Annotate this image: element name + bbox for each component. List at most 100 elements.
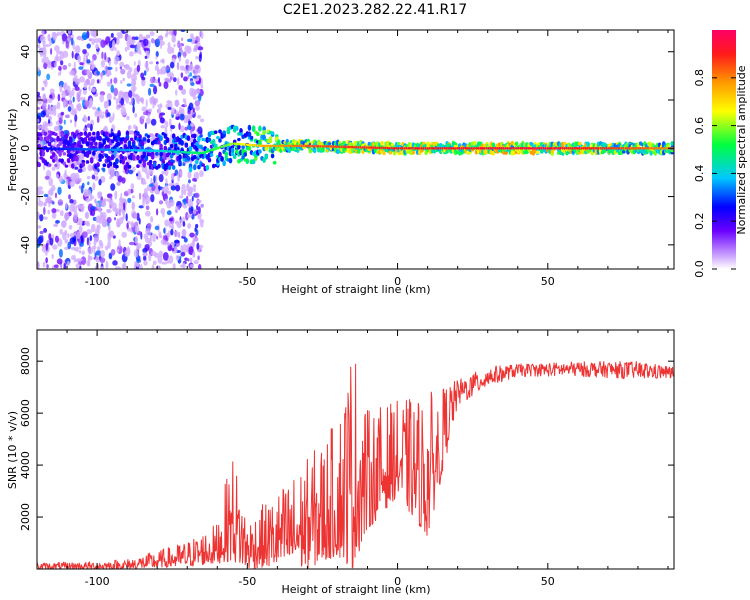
snr-y-tick-label: 8000 — [19, 347, 32, 375]
spectrogram-scatter-point — [91, 245, 97, 250]
snr-x-label: Height of straight line (km) — [281, 583, 430, 596]
spectrogram-band-point — [218, 151, 222, 157]
spectrogram-band-point — [142, 161, 147, 168]
spectrogram-band-point — [136, 164, 140, 168]
spectrogram-scatter-point — [67, 105, 72, 112]
spectrogram-band-point — [85, 153, 90, 158]
spectrogram-scatter-point — [179, 125, 185, 133]
spectrogram-scatter-point — [84, 211, 90, 220]
spectrogram-scatter-point — [120, 68, 126, 75]
spectrogram-scatter-point — [87, 247, 94, 255]
spectrogram-scatter-point — [173, 77, 177, 83]
spectrogram-scatter-point — [141, 97, 144, 105]
spectrogram-scatter-point — [73, 172, 80, 181]
spectrogram-band-point — [98, 135, 102, 142]
spectrogram-scatter-point — [106, 216, 112, 224]
spectrogram-band-point — [73, 141, 77, 146]
spectrogram-scatter-point — [167, 230, 171, 237]
snr-frame — [36, 329, 675, 570]
spectrogram-band-point — [64, 133, 69, 140]
spectrogram-band-point — [247, 132, 252, 138]
spectrogram-scatter-point — [186, 46, 192, 54]
spectrogram-scatter-point — [59, 60, 64, 66]
spectrogram-band-point — [264, 146, 269, 151]
spectrogram-scatter-point — [96, 79, 100, 84]
spectrogram-scatter-point — [178, 56, 182, 63]
spectrogram-band-point — [169, 153, 174, 159]
spectrogram-band-point — [216, 136, 220, 140]
spectrogram-scatter-point — [175, 184, 181, 192]
spectrogram-scatter-point — [130, 96, 134, 105]
spectrogram-band-point — [213, 130, 218, 134]
spectrogram-scatter-point — [174, 220, 180, 225]
spectrogram-band-point — [504, 151, 508, 155]
spectrogram-band-point — [85, 160, 90, 164]
spectrogram-scatter-point — [88, 38, 92, 42]
spectrogram-scatter-point — [196, 242, 200, 250]
spectrogram-band-point — [146, 138, 151, 144]
spectrogram-scatter-point — [187, 170, 192, 179]
spectrogram-scatter-point — [67, 30, 72, 35]
spectrogram-scatter-point — [148, 183, 154, 188]
spectrogram-band-point — [110, 132, 115, 137]
spectrogram-scatter-point — [62, 99, 67, 109]
spectrogram-scatter-point — [110, 84, 115, 93]
spectrogram-band-point — [125, 134, 130, 139]
spectrogram-scatter-point — [53, 223, 58, 227]
spectrogram-scatter-point — [37, 97, 43, 105]
spectrogram-scatter-point — [37, 225, 42, 229]
spectrogram-band-point — [256, 131, 260, 137]
spectrogram-scatter-point — [157, 35, 164, 41]
spectrogram-scatter-point — [168, 199, 175, 207]
spectrogram-scatter-point — [37, 67, 40, 72]
spectrogram-scatter-point — [181, 187, 184, 196]
spectrogram-scatter-point — [89, 235, 93, 242]
spectrogram-scatter-point — [189, 63, 194, 72]
spectrogram-scatter-point — [69, 90, 73, 99]
spectrogram-scatter-point — [86, 43, 91, 49]
spectrogram-scatter-point — [150, 194, 155, 203]
spectrogram-scatter-point — [152, 98, 157, 106]
spectrogram-band-point — [106, 144, 111, 149]
spectrogram-scatter-point — [190, 36, 196, 45]
spectrogram-scatter-point — [179, 113, 185, 121]
spectrogram-x-tick-label: -50 — [238, 275, 256, 288]
spectrogram-band-point — [58, 150, 62, 157]
spectrogram-scatter-point — [69, 119, 73, 124]
spectrogram-scatter-point — [96, 116, 100, 124]
spectrogram-scatter-point — [158, 250, 163, 258]
snr-marks — [37, 361, 674, 569]
spectrogram-scatter-point — [170, 124, 176, 130]
spectrogram-scatter-point — [150, 37, 155, 44]
spectrogram-scatter-point — [121, 216, 125, 221]
spectrogram-scatter-point — [174, 109, 177, 114]
spectrogram-scatter-point — [163, 227, 166, 234]
spectrogram-scatter-point — [43, 193, 49, 198]
spectrogram-band-point — [622, 150, 626, 154]
spectrogram-scatter-point — [88, 85, 91, 91]
spectrogram-scatter-point — [69, 237, 76, 245]
spectrogram-scatter-point — [105, 198, 112, 202]
spectrogram-band-point — [247, 124, 252, 131]
spectrogram-scatter-point — [113, 96, 117, 101]
spectrogram-scatter-point — [91, 106, 97, 110]
spectrogram-scatter-point — [98, 178, 102, 186]
spectrogram-scatter-point — [74, 45, 81, 54]
spectrogram-y-tick-label: 40 — [19, 45, 32, 59]
spectrogram-scatter-point — [77, 204, 84, 210]
spectrogram-band-point — [230, 145, 235, 149]
spectrogram-band-point — [43, 131, 48, 136]
spectrogram-band-point — [89, 141, 94, 146]
spectrogram-scatter-point — [181, 37, 184, 42]
spectrogram-scatter-point — [37, 91, 41, 97]
spectrogram-scatter-point — [176, 62, 180, 71]
spectrogram-scatter-point — [92, 182, 96, 191]
spectrogram-scatter-point — [105, 36, 111, 45]
spectrogram-scatter-point — [57, 72, 62, 76]
spectrogram-scatter-point — [69, 199, 74, 204]
spectrogram-scatter-point — [44, 175, 50, 180]
spectrogram-band-point — [85, 141, 90, 147]
spectrogram-scatter-point — [75, 246, 80, 253]
spectrogram-band-point — [159, 135, 163, 142]
spectrogram-scatter-point — [64, 169, 67, 177]
